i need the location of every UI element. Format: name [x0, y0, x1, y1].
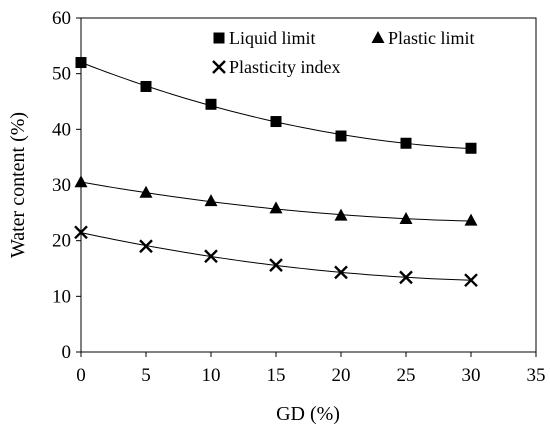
legend: Liquid limit Plastic limit Plasticity inde…: [212, 28, 475, 77]
x-tick-label: 30: [462, 365, 481, 386]
data-markers: [74, 57, 478, 288]
data-point-square: [400, 137, 412, 149]
data-point-triangle: [74, 175, 88, 188]
data-point-triangle: [139, 185, 153, 198]
data-point-square: [335, 130, 347, 142]
data-point-x: [74, 225, 88, 240]
x-tick-label: 10: [202, 365, 221, 386]
x-tick-label: 15: [267, 365, 286, 386]
axis-ticks: 0 5 10 15 20 25 30 35 0 10 20 30 40 50 60: [52, 8, 546, 386]
trendlines: [80, 61, 472, 281]
data-point-square: [465, 142, 477, 154]
x-tick-label: 25: [397, 365, 416, 386]
x-tick-label: 35: [527, 365, 546, 386]
data-point-triangle: [269, 201, 283, 214]
data-point-square: [270, 116, 282, 128]
y-tick-label: 50: [52, 64, 71, 85]
trendline-x: [80, 232, 472, 281]
data-point-x: [464, 273, 478, 288]
legend-label: Plasticity index: [229, 57, 341, 77]
legend-marker-x: [212, 60, 226, 74]
data-point-triangle: [204, 194, 218, 207]
data-point-x: [204, 249, 218, 264]
data-point-square: [140, 80, 152, 92]
y-axis-title: Water content (%): [7, 112, 29, 258]
y-tick-label: 10: [52, 286, 71, 307]
y-tick-label: 30: [52, 175, 71, 196]
y-tick-label: 20: [52, 231, 71, 252]
data-point-x: [399, 270, 413, 285]
data-point-x: [269, 258, 283, 273]
data-point-x: [139, 239, 153, 254]
legend-label: Liquid limit: [229, 28, 316, 48]
data-point-square: [205, 98, 217, 110]
y-tick-label: 60: [52, 8, 71, 29]
x-tick-label: 0: [76, 365, 86, 386]
x-axis-title: GD (%): [276, 403, 340, 425]
data-point-triangle: [399, 211, 413, 224]
data-point-x: [334, 265, 348, 280]
legend-marker-triangle: [371, 31, 385, 43]
y-tick-label: 40: [52, 119, 71, 140]
data-point-triangle: [464, 213, 478, 226]
legend-marker-square: [213, 32, 225, 44]
legend-label: Plastic limit: [388, 28, 475, 48]
y-tick-label: 0: [62, 342, 72, 363]
x-tick-label: 20: [332, 365, 351, 386]
x-tick-label: 5: [141, 365, 151, 386]
data-point-square: [75, 57, 87, 69]
data-point-triangle: [334, 208, 348, 221]
